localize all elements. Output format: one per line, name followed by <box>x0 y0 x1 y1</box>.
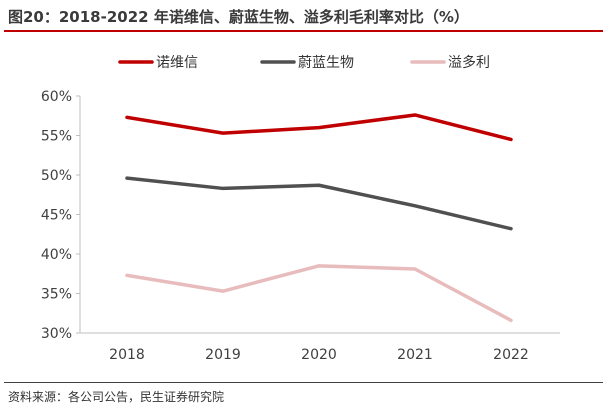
title-divider <box>4 30 603 32</box>
series-group <box>125 113 513 323</box>
x-tick-label: 2021 <box>397 347 433 363</box>
legend: 诺维信 蔚蓝生物 溢多利 <box>118 54 490 71</box>
y-tick-label: 40% <box>41 247 72 263</box>
legend-label-3: 溢多利 <box>448 54 490 71</box>
series-line-1 <box>125 113 513 142</box>
x-tick-label: 2020 <box>301 347 337 363</box>
series-line-3 <box>125 264 513 323</box>
axes: 30% 35% 40% 45% 50% 55% 60% 2018 2019 2020 2021 202… <box>41 89 560 363</box>
y-tick-label: 60% <box>41 89 72 105</box>
y-tick-label: 55% <box>41 129 72 145</box>
source-divider <box>4 382 603 383</box>
legend-label-2: 蔚蓝生物 <box>298 55 354 71</box>
y-tick-label: 50% <box>41 168 72 184</box>
source-note: 资料来源：各公司公告，民生证券研究院 <box>8 390 225 404</box>
chart-title: 图20：2018-2022 年诺维信、蔚蓝生物、溢多利毛利率对比（%） <box>8 8 469 26</box>
y-tick-label: 35% <box>41 287 72 303</box>
x-tick-label: 2018 <box>109 347 145 363</box>
legend-label-1: 诺维信 <box>156 55 198 71</box>
x-tick-label: 2019 <box>205 347 241 363</box>
y-tick-label: 45% <box>41 208 72 224</box>
line-chart: 诺维信 蔚蓝生物 溢多利 30% 35% 40% 45% 50% 55% 60% 2018 2019… <box>41 54 560 363</box>
x-tick-label: 2022 <box>493 347 529 363</box>
series-line-2 <box>125 176 513 231</box>
y-tick-label: 30% <box>41 326 72 342</box>
